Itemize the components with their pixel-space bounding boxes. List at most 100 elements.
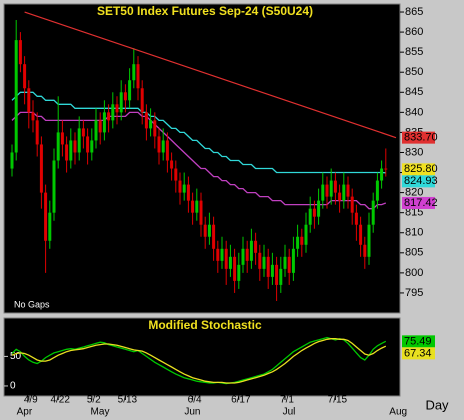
- series-line: [11, 338, 387, 384]
- candle-body: [94, 120, 98, 141]
- y-tick-label: 860: [405, 26, 423, 38]
- candle-body: [203, 224, 207, 237]
- candle-body: [136, 64, 140, 89]
- candle-body: [245, 248, 249, 261]
- candle-body: [212, 224, 216, 249]
- candle-body: [296, 236, 300, 249]
- candle-body: [161, 140, 165, 153]
- candle-body: [224, 248, 228, 269]
- candle-body: [249, 240, 253, 261]
- candle-body: [56, 132, 60, 161]
- candle-body: [266, 256, 270, 277]
- x-tick-label: 5/2: [87, 395, 101, 406]
- candle-body: [283, 256, 287, 269]
- month-label: Apr: [17, 407, 33, 418]
- candle-body: [157, 136, 161, 153]
- candle-body: [39, 144, 43, 193]
- candle-body: [60, 132, 64, 145]
- x-tick-label: 7/1: [280, 395, 294, 406]
- value-tag: [402, 196, 435, 209]
- x-tick-label: 7/15: [328, 395, 348, 406]
- candle-body: [115, 104, 119, 113]
- y-tick-label: 800: [405, 267, 423, 279]
- moving-average: [11, 91, 386, 174]
- value-tag: [402, 335, 435, 348]
- y-tick-label: 815: [405, 207, 423, 219]
- candle-body: [132, 64, 136, 81]
- candle-body: [191, 200, 195, 213]
- candle-body: [354, 212, 358, 225]
- value-tag: [402, 131, 435, 144]
- candle-body: [241, 248, 245, 265]
- candle-body: [371, 200, 375, 225]
- value-tag-label: 824.93: [404, 175, 438, 187]
- candle-body: [107, 112, 111, 121]
- candle-body: [270, 264, 274, 277]
- candle-body: [14, 40, 18, 153]
- candle-body: [178, 180, 182, 193]
- candle-body: [384, 168, 388, 170]
- price-panel: [3, 3, 401, 314]
- x-axis-label: Day: [425, 397, 449, 412]
- candle-body: [65, 144, 69, 161]
- candle-body: [317, 200, 321, 217]
- candle-body: [186, 184, 190, 201]
- month-label: Jun: [184, 407, 200, 418]
- value-tag-label: 825.80: [404, 163, 438, 175]
- candle-body: [237, 264, 241, 281]
- candle-body: [254, 240, 258, 253]
- candle-body: [321, 184, 325, 201]
- chart-title: SET50 Index Futures Sep-24 (S50U24): [97, 4, 313, 18]
- candle-body: [233, 256, 237, 281]
- candle-body: [380, 168, 384, 181]
- candle-body: [23, 64, 27, 89]
- y-tick-label: 795: [405, 287, 423, 299]
- month-label: Aug: [389, 407, 407, 418]
- candle-body: [182, 184, 186, 193]
- candle-body: [195, 200, 199, 213]
- candle-body: [287, 256, 291, 273]
- candle-body: [228, 256, 232, 269]
- candle-body: [291, 248, 295, 273]
- series-line: [11, 336, 387, 385]
- candle-body: [304, 224, 308, 245]
- candle-body: [86, 136, 90, 153]
- candle-body: [258, 252, 262, 269]
- candle-body: [111, 104, 115, 121]
- month-label: Jul: [283, 407, 296, 418]
- value-tag-label: 67.34: [404, 347, 432, 359]
- candle-body: [31, 112, 35, 121]
- candle-body: [346, 184, 350, 197]
- candle-body: [73, 140, 77, 153]
- candle-body: [350, 196, 354, 213]
- candle-body: [119, 92, 123, 113]
- indicator-panel: [3, 317, 401, 397]
- candle-body: [35, 120, 39, 145]
- candle-body: [338, 192, 342, 201]
- candle-body: [262, 256, 266, 269]
- candle-body: [325, 184, 329, 197]
- y-tick-label: 830: [405, 146, 423, 158]
- candle-body: [216, 248, 220, 261]
- candle-body: [165, 140, 169, 161]
- candle-body: [144, 112, 148, 129]
- candle-body: [52, 160, 56, 213]
- candle-body: [90, 140, 94, 153]
- candle-body: [174, 168, 178, 181]
- candle-body: [77, 128, 81, 153]
- candle-body: [275, 264, 279, 285]
- trendline: [24, 11, 397, 139]
- candle-body: [98, 120, 102, 133]
- candle-body: [102, 112, 106, 133]
- candle-body: [329, 180, 333, 197]
- candle-body: [199, 200, 203, 225]
- value-tag-label: 817.42: [404, 197, 438, 209]
- y-tick-label: 865: [405, 6, 423, 18]
- y-tick-label: 855: [405, 46, 423, 58]
- candle-body: [300, 236, 304, 245]
- candle-body: [128, 80, 132, 101]
- candle-body: [170, 160, 174, 169]
- annotation: No Gaps: [14, 299, 50, 309]
- candle-body: [140, 88, 144, 113]
